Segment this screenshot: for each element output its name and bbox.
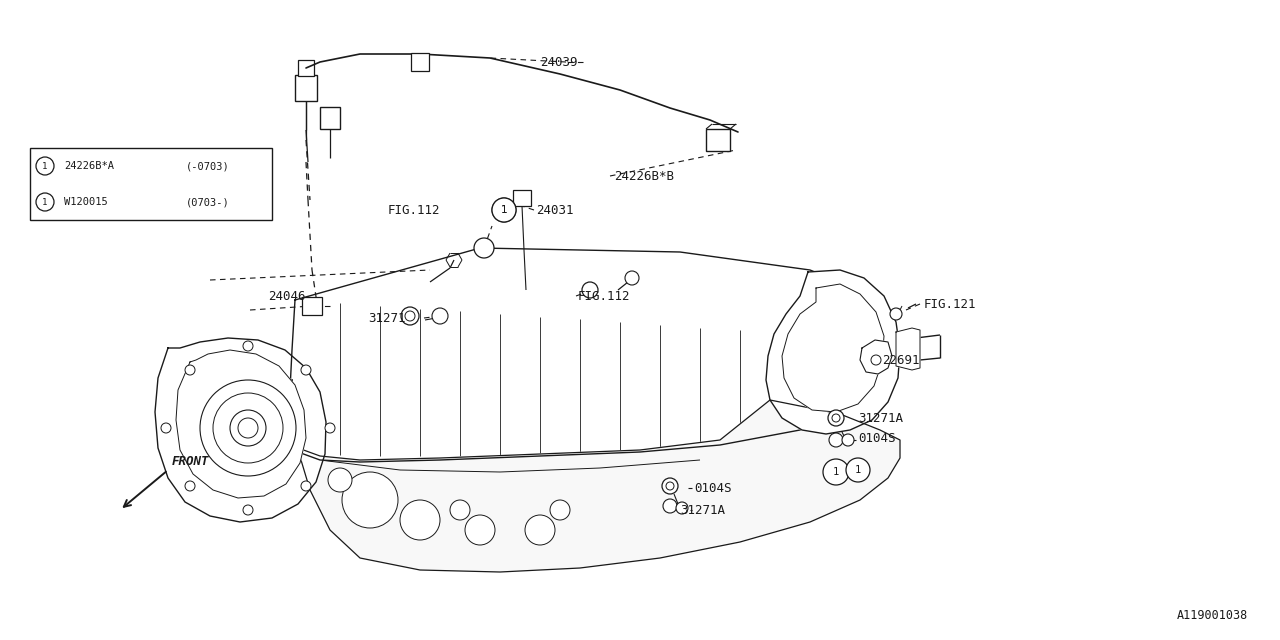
Text: 0104S: 0104S	[858, 431, 896, 445]
Circle shape	[525, 515, 556, 545]
Circle shape	[474, 238, 494, 258]
Circle shape	[492, 198, 516, 222]
Bar	[294, 75, 317, 101]
Polygon shape	[177, 350, 306, 498]
Circle shape	[870, 355, 881, 365]
Text: (-0703): (-0703)	[186, 161, 229, 171]
Text: FRONT: FRONT	[172, 455, 210, 468]
Text: 31271A: 31271A	[858, 412, 902, 424]
Text: 1: 1	[500, 205, 507, 215]
Text: 1: 1	[833, 467, 840, 477]
Polygon shape	[765, 270, 900, 434]
Bar	[513, 190, 531, 206]
Circle shape	[328, 468, 352, 492]
Text: FIG.112: FIG.112	[388, 204, 440, 216]
Text: 24046: 24046	[268, 289, 306, 303]
Circle shape	[676, 502, 689, 514]
Text: 24039: 24039	[540, 56, 577, 68]
Circle shape	[301, 481, 311, 491]
Circle shape	[401, 500, 440, 540]
Bar	[302, 297, 323, 315]
Circle shape	[823, 459, 849, 485]
Bar	[411, 53, 429, 71]
Text: 1: 1	[42, 198, 47, 207]
Bar	[707, 129, 730, 151]
Text: 24226B*A: 24226B*A	[64, 161, 114, 171]
Circle shape	[161, 423, 172, 433]
Circle shape	[342, 472, 398, 528]
Text: 24226B*B: 24226B*B	[614, 170, 675, 182]
Circle shape	[465, 515, 495, 545]
Polygon shape	[782, 284, 884, 412]
Text: 31271: 31271	[369, 312, 406, 324]
Text: 31271A: 31271A	[680, 504, 724, 516]
Circle shape	[662, 478, 678, 494]
Circle shape	[401, 307, 419, 325]
Circle shape	[243, 505, 253, 515]
Polygon shape	[896, 328, 920, 370]
Polygon shape	[292, 380, 900, 572]
Polygon shape	[860, 340, 892, 374]
Text: 1: 1	[500, 205, 507, 215]
Circle shape	[36, 157, 54, 175]
Circle shape	[846, 458, 870, 482]
Bar	[298, 60, 314, 76]
Circle shape	[663, 499, 677, 513]
Text: 0104S: 0104S	[694, 481, 731, 495]
Circle shape	[582, 282, 598, 298]
Circle shape	[186, 365, 195, 375]
Circle shape	[301, 365, 311, 375]
Circle shape	[200, 380, 296, 476]
Text: A119001038: A119001038	[1176, 609, 1248, 622]
Circle shape	[433, 308, 448, 324]
Circle shape	[404, 311, 415, 321]
Bar	[320, 107, 340, 129]
Text: (0703-): (0703-)	[186, 197, 229, 207]
Circle shape	[212, 393, 283, 463]
Polygon shape	[291, 248, 881, 462]
Circle shape	[832, 414, 840, 422]
Circle shape	[243, 341, 253, 351]
Circle shape	[828, 410, 844, 426]
Circle shape	[550, 500, 570, 520]
Circle shape	[666, 482, 675, 490]
Circle shape	[890, 308, 902, 320]
Text: 22691: 22691	[882, 353, 919, 367]
Polygon shape	[155, 338, 326, 522]
Text: 24031: 24031	[536, 204, 573, 216]
Text: FIG.112: FIG.112	[579, 289, 631, 303]
Circle shape	[451, 500, 470, 520]
Circle shape	[230, 410, 266, 446]
Circle shape	[829, 433, 844, 447]
Text: 1: 1	[855, 465, 861, 475]
Text: 1: 1	[42, 161, 47, 170]
Circle shape	[492, 198, 516, 222]
Circle shape	[325, 423, 335, 433]
Circle shape	[238, 418, 259, 438]
Circle shape	[842, 434, 854, 446]
Circle shape	[36, 193, 54, 211]
Bar	[29, 148, 273, 220]
Circle shape	[625, 271, 639, 285]
Text: W120015: W120015	[64, 197, 108, 207]
Text: FIG.121: FIG.121	[924, 298, 977, 310]
Circle shape	[186, 481, 195, 491]
